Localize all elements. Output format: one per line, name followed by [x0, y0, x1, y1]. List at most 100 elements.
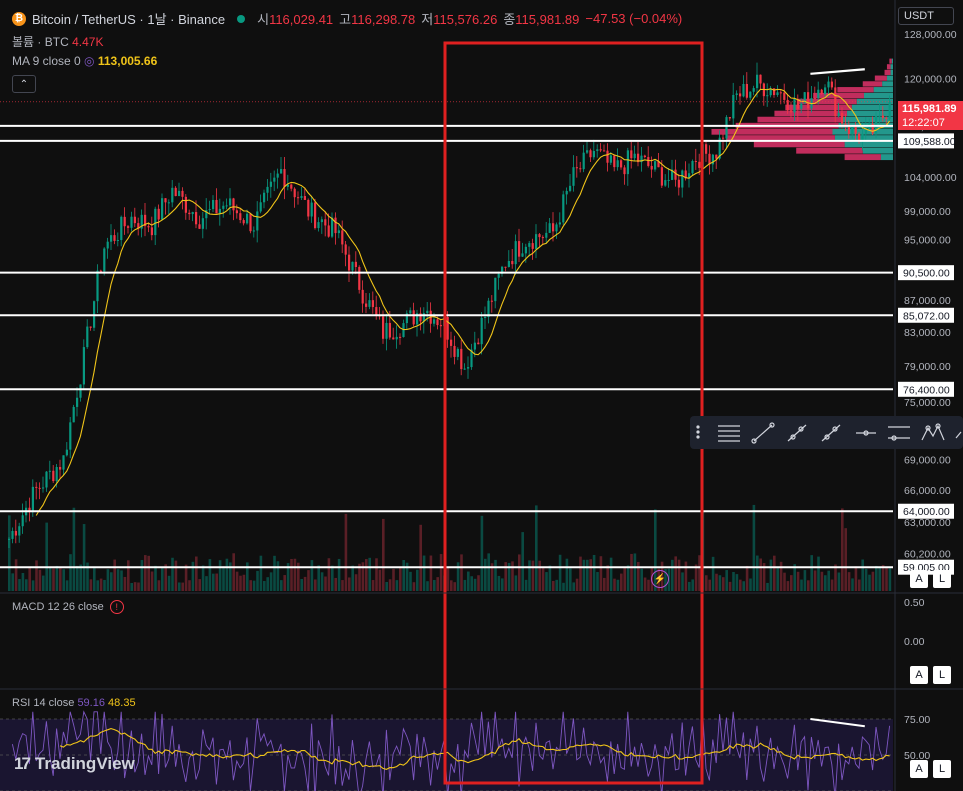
volume-bar — [283, 575, 286, 591]
volume-bar — [161, 567, 164, 591]
drag-handle-icon[interactable] — [696, 425, 700, 439]
volume-bar — [123, 576, 127, 591]
price-tick: 87,000.00 — [904, 295, 951, 307]
volume-legend[interactable]: 볼륨 · BTC 4.47K — [12, 35, 104, 49]
candle-body — [392, 337, 395, 340]
volume-bar — [739, 579, 742, 591]
profile-up-bar — [851, 104, 893, 111]
rsi-tick: 50.00 — [904, 750, 930, 762]
volume-bar — [293, 558, 297, 591]
volume-bar — [453, 582, 456, 591]
volume-bar — [824, 575, 827, 591]
more-tools-icon[interactable] — [955, 431, 962, 439]
candle-body — [446, 317, 449, 340]
rsi-line — [11, 710, 891, 791]
candle-body — [422, 313, 425, 322]
volume-bar — [885, 567, 888, 591]
macd-auto-scale-button[interactable]: A — [910, 666, 928, 684]
drawing-toolbar[interactable] — [690, 416, 963, 449]
candle-body — [198, 224, 201, 229]
volume-bar — [521, 532, 524, 591]
candle-body — [603, 150, 606, 152]
trend-line-icon[interactable] — [751, 422, 775, 444]
volume-bar — [620, 573, 623, 591]
horizontal-ray-icon[interactable] — [856, 430, 876, 436]
candle-body — [524, 246, 527, 254]
volume-bar — [266, 577, 269, 591]
rsi-value: 59.16 — [77, 697, 105, 709]
candle-body — [317, 222, 320, 229]
volume-bar — [752, 504, 756, 591]
candle-body — [841, 112, 844, 124]
profile-up-bar — [856, 98, 893, 105]
macd-legend[interactable]: MACD 12 26 close! — [12, 600, 124, 614]
auto-scale-button[interactable]: A — [910, 570, 928, 588]
volume-bar — [817, 556, 820, 591]
collapse-legend-button[interactable]: ⌃ — [12, 75, 36, 93]
level-label: 90,500.00 — [903, 268, 950, 280]
volume-bar — [178, 582, 181, 591]
low-value: 115,576.26 — [433, 12, 498, 27]
volume-bar — [361, 562, 365, 591]
candle-body — [715, 154, 718, 159]
volume-bar — [259, 555, 263, 591]
pattern-icon[interactable] — [921, 423, 945, 441]
volume-bar — [511, 561, 514, 591]
volume-bar — [55, 565, 59, 591]
volume-bar — [303, 576, 307, 591]
candle-body — [541, 237, 544, 239]
volume-bar — [722, 577, 725, 591]
volume-bar — [35, 560, 38, 591]
candle-body — [677, 179, 680, 188]
macd-log-scale-button[interactable]: L — [933, 666, 951, 684]
volume-bar — [688, 581, 691, 591]
candle-body — [31, 486, 34, 513]
parallel-channel-icon[interactable] — [888, 426, 910, 441]
volume-bar — [793, 564, 796, 591]
extended-line-icon[interactable] — [821, 424, 841, 442]
volume-bar — [409, 571, 412, 591]
symbol-title[interactable]: Bitcoin / TetherUS · 1날 · Binance — [32, 12, 226, 27]
volume-bar — [732, 571, 735, 591]
candle-body — [609, 155, 612, 163]
rsi-legend[interactable]: RSI 14 close 59.16 48.35 — [12, 697, 136, 709]
ma-legend[interactable]: MA 9 close 0 ◎ 113,005.66 — [12, 54, 158, 68]
candle-body — [137, 223, 140, 229]
candle-body — [11, 530, 14, 539]
ray-icon[interactable] — [787, 424, 807, 442]
volume-bar — [252, 580, 256, 591]
current-price-tag: 115,981.89 — [898, 101, 963, 116]
rsi-log-scale-button[interactable]: L — [933, 760, 951, 778]
candle-body — [657, 161, 660, 168]
volume-bar — [235, 571, 239, 591]
currency-selector[interactable]: USDT — [898, 7, 954, 25]
candle-body — [300, 196, 303, 198]
candle-body — [562, 194, 565, 223]
candle-body — [164, 198, 167, 203]
candle-body — [99, 270, 102, 272]
warning-icon[interactable]: ! — [109, 600, 124, 614]
volume-bar — [599, 556, 603, 591]
volume-bar — [154, 565, 157, 591]
volume-bar — [263, 581, 266, 591]
volume-bar — [790, 575, 793, 591]
lightning-icon[interactable]: ⚡ — [651, 570, 669, 588]
volume-bar — [813, 570, 817, 591]
candle-body — [674, 169, 677, 180]
profile-up-bar — [862, 147, 893, 154]
candle-body — [827, 81, 830, 88]
volume-bar — [191, 561, 195, 591]
candle-body — [103, 248, 106, 272]
candle-body — [807, 92, 810, 109]
candle-body — [65, 449, 68, 456]
candle-body — [589, 150, 592, 158]
volume-bar — [103, 579, 106, 591]
horizontal-lines-icon[interactable] — [718, 425, 740, 442]
market-status-icon — [237, 14, 246, 23]
rsi-auto-scale-button[interactable]: A — [910, 760, 928, 778]
log-scale-button[interactable]: L — [933, 570, 951, 588]
candle-body — [110, 235, 113, 242]
price-tick: 66,000.00 — [904, 485, 951, 497]
volume-bar — [106, 569, 110, 591]
